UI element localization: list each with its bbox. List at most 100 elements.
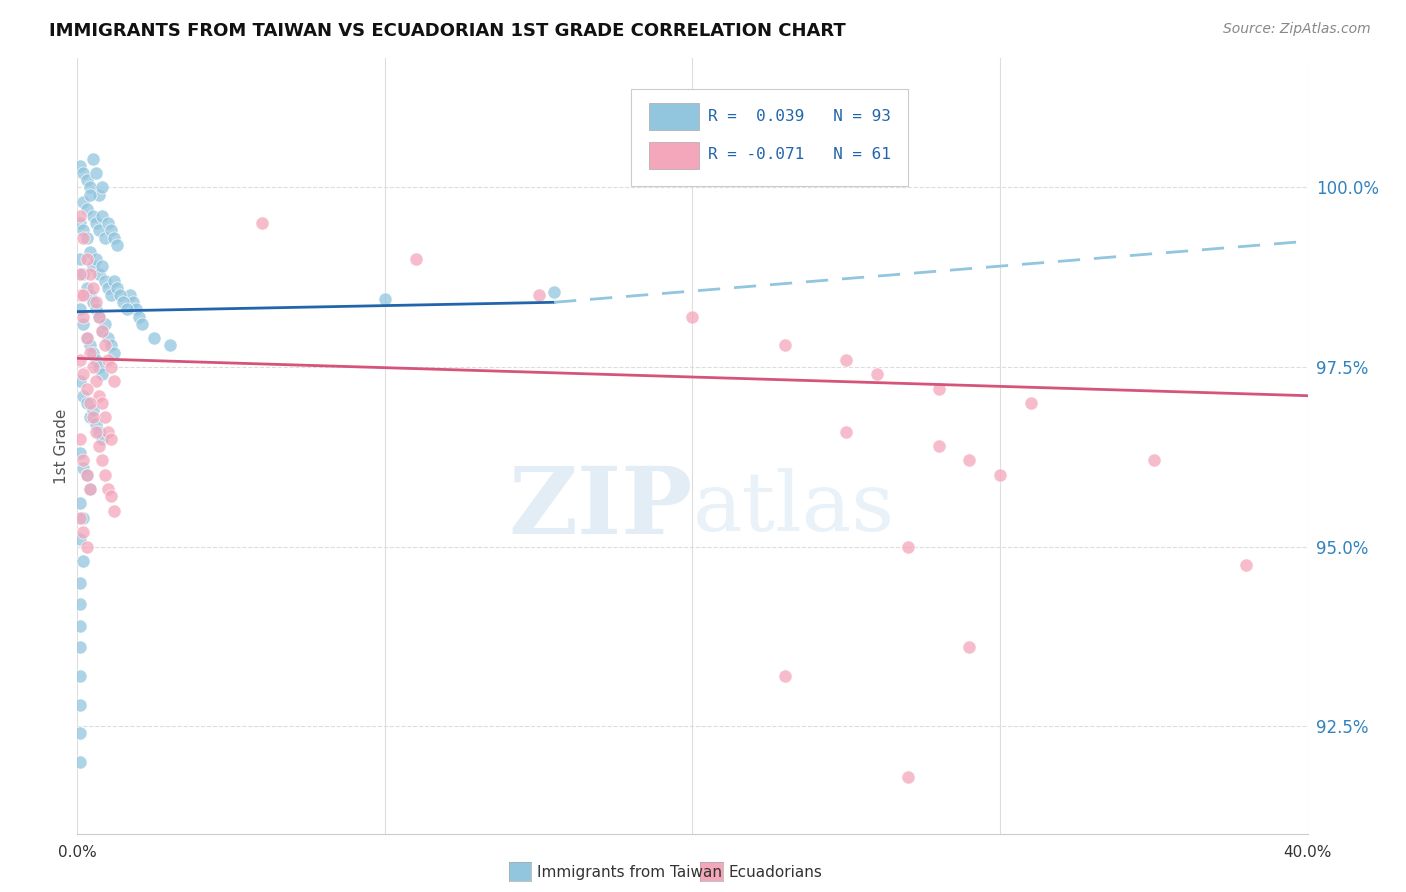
Point bbox=[72, 166, 94, 180]
Point bbox=[1143, 453, 1166, 467]
Point bbox=[374, 292, 396, 306]
Point bbox=[76, 467, 98, 482]
Point bbox=[110, 288, 132, 302]
Point bbox=[69, 618, 91, 632]
Point bbox=[79, 482, 101, 496]
Point bbox=[69, 209, 91, 223]
Point bbox=[897, 770, 920, 784]
Point bbox=[82, 152, 104, 166]
Point bbox=[94, 410, 117, 425]
Point bbox=[100, 223, 122, 237]
Point bbox=[94, 317, 117, 331]
FancyBboxPatch shape bbox=[650, 103, 699, 130]
Point bbox=[69, 669, 91, 683]
Point bbox=[84, 295, 107, 310]
Point bbox=[69, 159, 91, 173]
Point bbox=[79, 180, 101, 194]
Point bbox=[90, 324, 114, 338]
Text: R = -0.071   N = 61: R = -0.071 N = 61 bbox=[709, 147, 891, 162]
Point bbox=[97, 281, 120, 295]
Point bbox=[82, 410, 104, 425]
Point bbox=[79, 482, 101, 496]
Point bbox=[79, 338, 101, 352]
Text: ZIP: ZIP bbox=[508, 463, 693, 553]
Point bbox=[897, 540, 920, 554]
Point bbox=[76, 281, 98, 295]
Point bbox=[72, 194, 94, 209]
Point bbox=[76, 230, 98, 244]
Point bbox=[72, 453, 94, 467]
Point bbox=[103, 345, 125, 359]
Point bbox=[84, 302, 107, 317]
Point bbox=[90, 180, 114, 194]
Point bbox=[69, 597, 91, 611]
Point bbox=[69, 640, 91, 655]
Point bbox=[72, 525, 94, 540]
Point bbox=[82, 209, 104, 223]
Point bbox=[76, 540, 98, 554]
Point bbox=[82, 295, 104, 310]
Point bbox=[527, 288, 550, 302]
Point bbox=[76, 252, 98, 267]
Point bbox=[82, 281, 104, 295]
Point bbox=[69, 511, 91, 525]
Point bbox=[94, 467, 117, 482]
Point bbox=[115, 302, 138, 317]
Point bbox=[84, 374, 107, 388]
Point bbox=[82, 345, 104, 359]
FancyBboxPatch shape bbox=[631, 89, 908, 186]
Point bbox=[835, 425, 858, 439]
Point bbox=[105, 237, 128, 252]
Point bbox=[118, 288, 141, 302]
Point bbox=[103, 374, 125, 388]
Point bbox=[72, 317, 94, 331]
Point bbox=[90, 209, 114, 223]
Point bbox=[87, 389, 110, 403]
Point bbox=[76, 331, 98, 345]
Text: Ecuadorians: Ecuadorians bbox=[728, 865, 823, 880]
Point bbox=[90, 324, 114, 338]
Point bbox=[87, 310, 110, 324]
Text: IMMIGRANTS FROM TAIWAN VS ECUADORIAN 1ST GRADE CORRELATION CHART: IMMIGRANTS FROM TAIWAN VS ECUADORIAN 1ST… bbox=[49, 22, 846, 40]
Point bbox=[69, 496, 91, 510]
Point bbox=[87, 223, 110, 237]
Point bbox=[79, 267, 101, 281]
Point bbox=[250, 216, 273, 230]
Point bbox=[90, 432, 114, 446]
Text: Immigrants from Taiwan: Immigrants from Taiwan bbox=[537, 865, 723, 880]
Point bbox=[1019, 396, 1042, 410]
Point bbox=[87, 267, 110, 281]
Point bbox=[928, 382, 950, 396]
Text: atlas: atlas bbox=[693, 468, 894, 548]
Point bbox=[69, 302, 91, 317]
Point bbox=[128, 310, 150, 324]
Text: 0.0%: 0.0% bbox=[58, 845, 97, 860]
Point bbox=[125, 302, 148, 317]
Point bbox=[112, 295, 135, 310]
Point bbox=[69, 755, 91, 769]
Point bbox=[72, 230, 94, 244]
Point bbox=[72, 267, 94, 281]
Point bbox=[87, 359, 110, 374]
Point bbox=[100, 288, 122, 302]
Point bbox=[928, 439, 950, 453]
Point bbox=[84, 166, 107, 180]
Point bbox=[87, 310, 110, 324]
Point bbox=[94, 274, 117, 288]
Point bbox=[159, 338, 181, 352]
Point bbox=[773, 338, 796, 352]
Point bbox=[94, 230, 117, 244]
Point bbox=[79, 187, 101, 202]
Point bbox=[84, 216, 107, 230]
Point bbox=[82, 359, 104, 374]
Text: Source: ZipAtlas.com: Source: ZipAtlas.com bbox=[1223, 22, 1371, 37]
Point bbox=[121, 295, 143, 310]
Point bbox=[79, 288, 101, 302]
Point bbox=[103, 503, 125, 517]
Point bbox=[69, 533, 91, 547]
Point bbox=[97, 482, 120, 496]
Point bbox=[1234, 558, 1257, 572]
Point bbox=[84, 252, 107, 267]
Point bbox=[69, 374, 91, 388]
Point bbox=[90, 396, 114, 410]
